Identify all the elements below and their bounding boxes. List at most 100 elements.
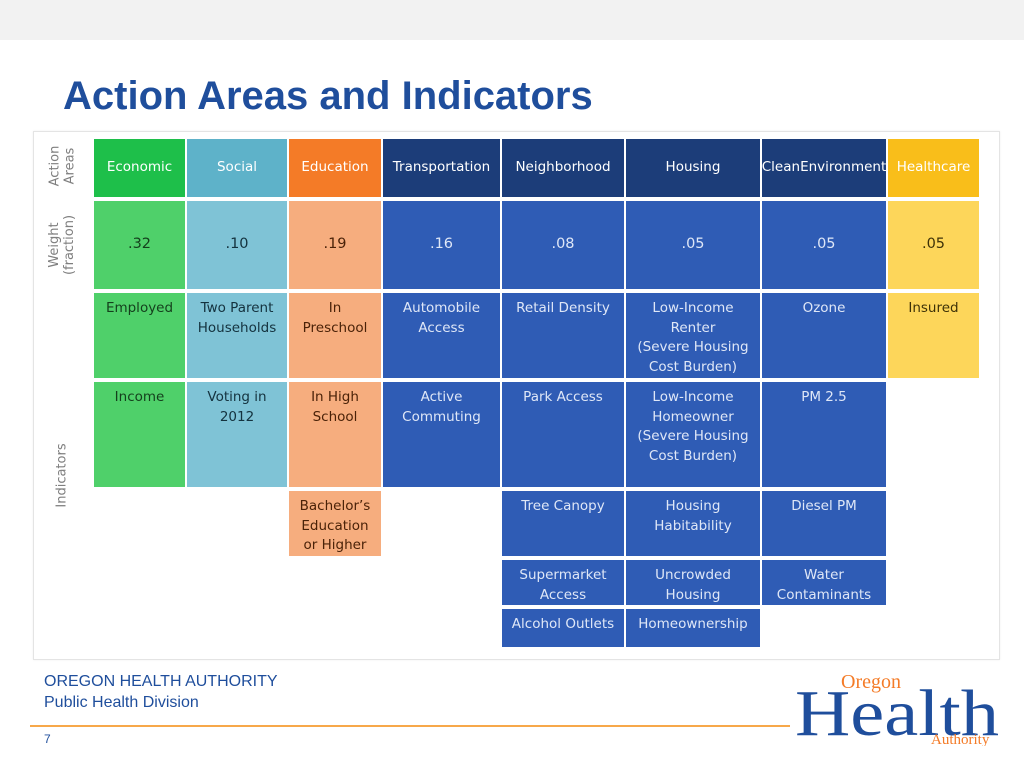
cell-line: Access	[539, 586, 587, 603]
logo-health: Health	[795, 677, 999, 746]
cell-line: Employed	[105, 300, 174, 316]
indicator-clean-environment-3: Diesel PM	[762, 491, 886, 556]
cell-line: In	[328, 300, 342, 316]
cell-line: Low-Income	[652, 300, 734, 316]
cell-line: Active	[420, 389, 463, 405]
indicator-neighborhood-4: Supermarket Access	[502, 560, 624, 605]
cell-line: Tree Canopy	[521, 498, 605, 514]
weight-economic: .32	[94, 201, 185, 289]
cell-line: Renter	[670, 319, 716, 336]
cell-line: Social	[216, 159, 258, 176]
area-header-social: Social	[187, 139, 287, 197]
area-header-clean-environment: Clean Environment	[762, 139, 886, 197]
cell-line: Education	[301, 517, 369, 534]
indicator-housing-1: Low-Income Renter (Severe Housing Cost Burd…	[626, 293, 760, 378]
indicator-transportation-1: Automobile Access	[383, 293, 500, 378]
indicator-housing-4: Uncrowded Housing	[626, 560, 760, 605]
cell-line: Healthcare	[896, 159, 971, 176]
cell-line: School	[312, 408, 358, 425]
cell-line: PM 2.5	[801, 389, 847, 405]
row-label-text: Weight (fraction)	[47, 214, 78, 276]
area-header-housing: Housing	[626, 139, 760, 197]
page-number: 7	[44, 732, 51, 746]
cell-line: Contaminants	[776, 586, 872, 603]
weight-housing: .05	[626, 201, 760, 289]
indicator-clean-environment-2: PM 2.5	[762, 382, 886, 487]
cell-line: Habitability	[654, 517, 732, 534]
indicator-clean-environment-1: Ozone	[762, 293, 886, 378]
cell-line: Income	[114, 389, 165, 405]
cell-line: Housing	[665, 586, 721, 603]
cell-line: Alcohol Outlets	[511, 616, 615, 632]
indicator-economic-1: Employed	[94, 293, 185, 378]
cell-line: (Severe Housing	[637, 428, 749, 444]
indicator-economic-2: Income	[94, 382, 185, 487]
indicator-housing-2: Low-Income Homeowner (Severe Housing Cost B…	[626, 382, 760, 487]
indicator-neighborhood-1: Retail Density	[502, 293, 624, 378]
cell-line: Homeowner	[652, 408, 734, 425]
area-header-neighborhood: Neighborhood	[502, 139, 624, 197]
cell-line: Cost Burden)	[648, 358, 738, 375]
weight-transportation: .16	[383, 201, 500, 289]
area-header-education: Education	[289, 139, 381, 197]
area-header-healthcare: Healthcare	[888, 139, 979, 197]
cell-line: 2012	[219, 408, 255, 425]
indicator-neighborhood-5: Alcohol Outlets	[502, 609, 624, 647]
weight-social: .10	[187, 201, 287, 289]
oregon-health-authority-logo: Oregon Health Authority	[795, 671, 999, 746]
header-band	[0, 0, 1024, 40]
page-title: Action Areas and Indicators	[63, 74, 593, 118]
indicator-education-1: In Preschool	[289, 293, 381, 378]
cell-line: Preschool	[302, 319, 368, 336]
weight-clean-environment: .05	[762, 201, 886, 289]
cell-line: Retail Density	[516, 300, 610, 316]
indicator-healthcare-1: Insured	[888, 293, 979, 378]
cell-line: Voting in	[207, 389, 267, 405]
cell-line: Insured	[908, 300, 959, 316]
cell-line: Neighborhood	[515, 159, 611, 176]
indicator-housing-3: Housing Habitability	[626, 491, 760, 556]
cell-line: Economic	[106, 159, 173, 176]
indicator-social-2: Voting in 2012	[187, 382, 287, 487]
cell-line: In High	[311, 389, 359, 405]
cell-line: Supermarket	[519, 567, 607, 583]
row-label-areas: Action Areas	[34, 132, 91, 200]
cell-line: Housing	[665, 498, 721, 514]
weight-neighborhood: .08	[502, 201, 624, 289]
row-label-text: Indicators	[55, 442, 71, 508]
cell-line: Uncrowded	[655, 567, 731, 583]
cell-line: Environment	[800, 159, 887, 176]
cell-line: or Higher	[303, 537, 367, 553]
indicator-neighborhood-2: Park Access	[502, 382, 624, 487]
weight-healthcare: .05	[888, 201, 979, 289]
cell-line: Homeownership	[638, 616, 748, 632]
indicator-clean-environment-4: Water Contaminants	[762, 560, 886, 605]
area-header-economic: Economic	[94, 139, 185, 197]
indicator-housing-5: Homeownership	[626, 609, 760, 647]
cell-line: Bachelor’s	[299, 498, 371, 514]
cell-line: Clean	[761, 159, 801, 176]
row-label-weight: Weight (fraction)	[34, 199, 91, 292]
cell-line: Access	[418, 319, 465, 336]
footer-organization: OREGON HEALTH AUTHORITY	[44, 673, 278, 690]
indicator-neighborhood-3: Tree Canopy	[502, 491, 624, 556]
cell-line: Transportation	[392, 159, 491, 176]
cell-line: Cost Burden)	[648, 447, 738, 464]
footer-division: Public Health Division	[44, 694, 199, 711]
row-label-text: Action Areas	[47, 145, 78, 186]
indicator-education-2: In High School	[289, 382, 381, 487]
cell-line: Education	[301, 159, 369, 176]
cell-line: Automobile	[402, 300, 481, 316]
action-areas-table: Action Areas Weight (fraction) Indicators Ec…	[33, 131, 1000, 660]
logo-oregon: Oregon	[841, 671, 901, 693]
area-header-transportation: Transportation	[383, 139, 500, 197]
cell-line: Low-Income	[652, 389, 734, 405]
cell-line: Diesel PM	[791, 498, 857, 514]
indicator-transportation-2: Active Commuting	[383, 382, 500, 487]
indicator-social-1: Two Parent Households	[187, 293, 287, 378]
cell-line: Two Parent	[200, 300, 274, 316]
footer-divider	[30, 725, 790, 727]
row-label-indicators: Indicators	[34, 291, 91, 659]
cell-line: Commuting	[402, 408, 481, 425]
cell-line: Water	[804, 567, 844, 583]
